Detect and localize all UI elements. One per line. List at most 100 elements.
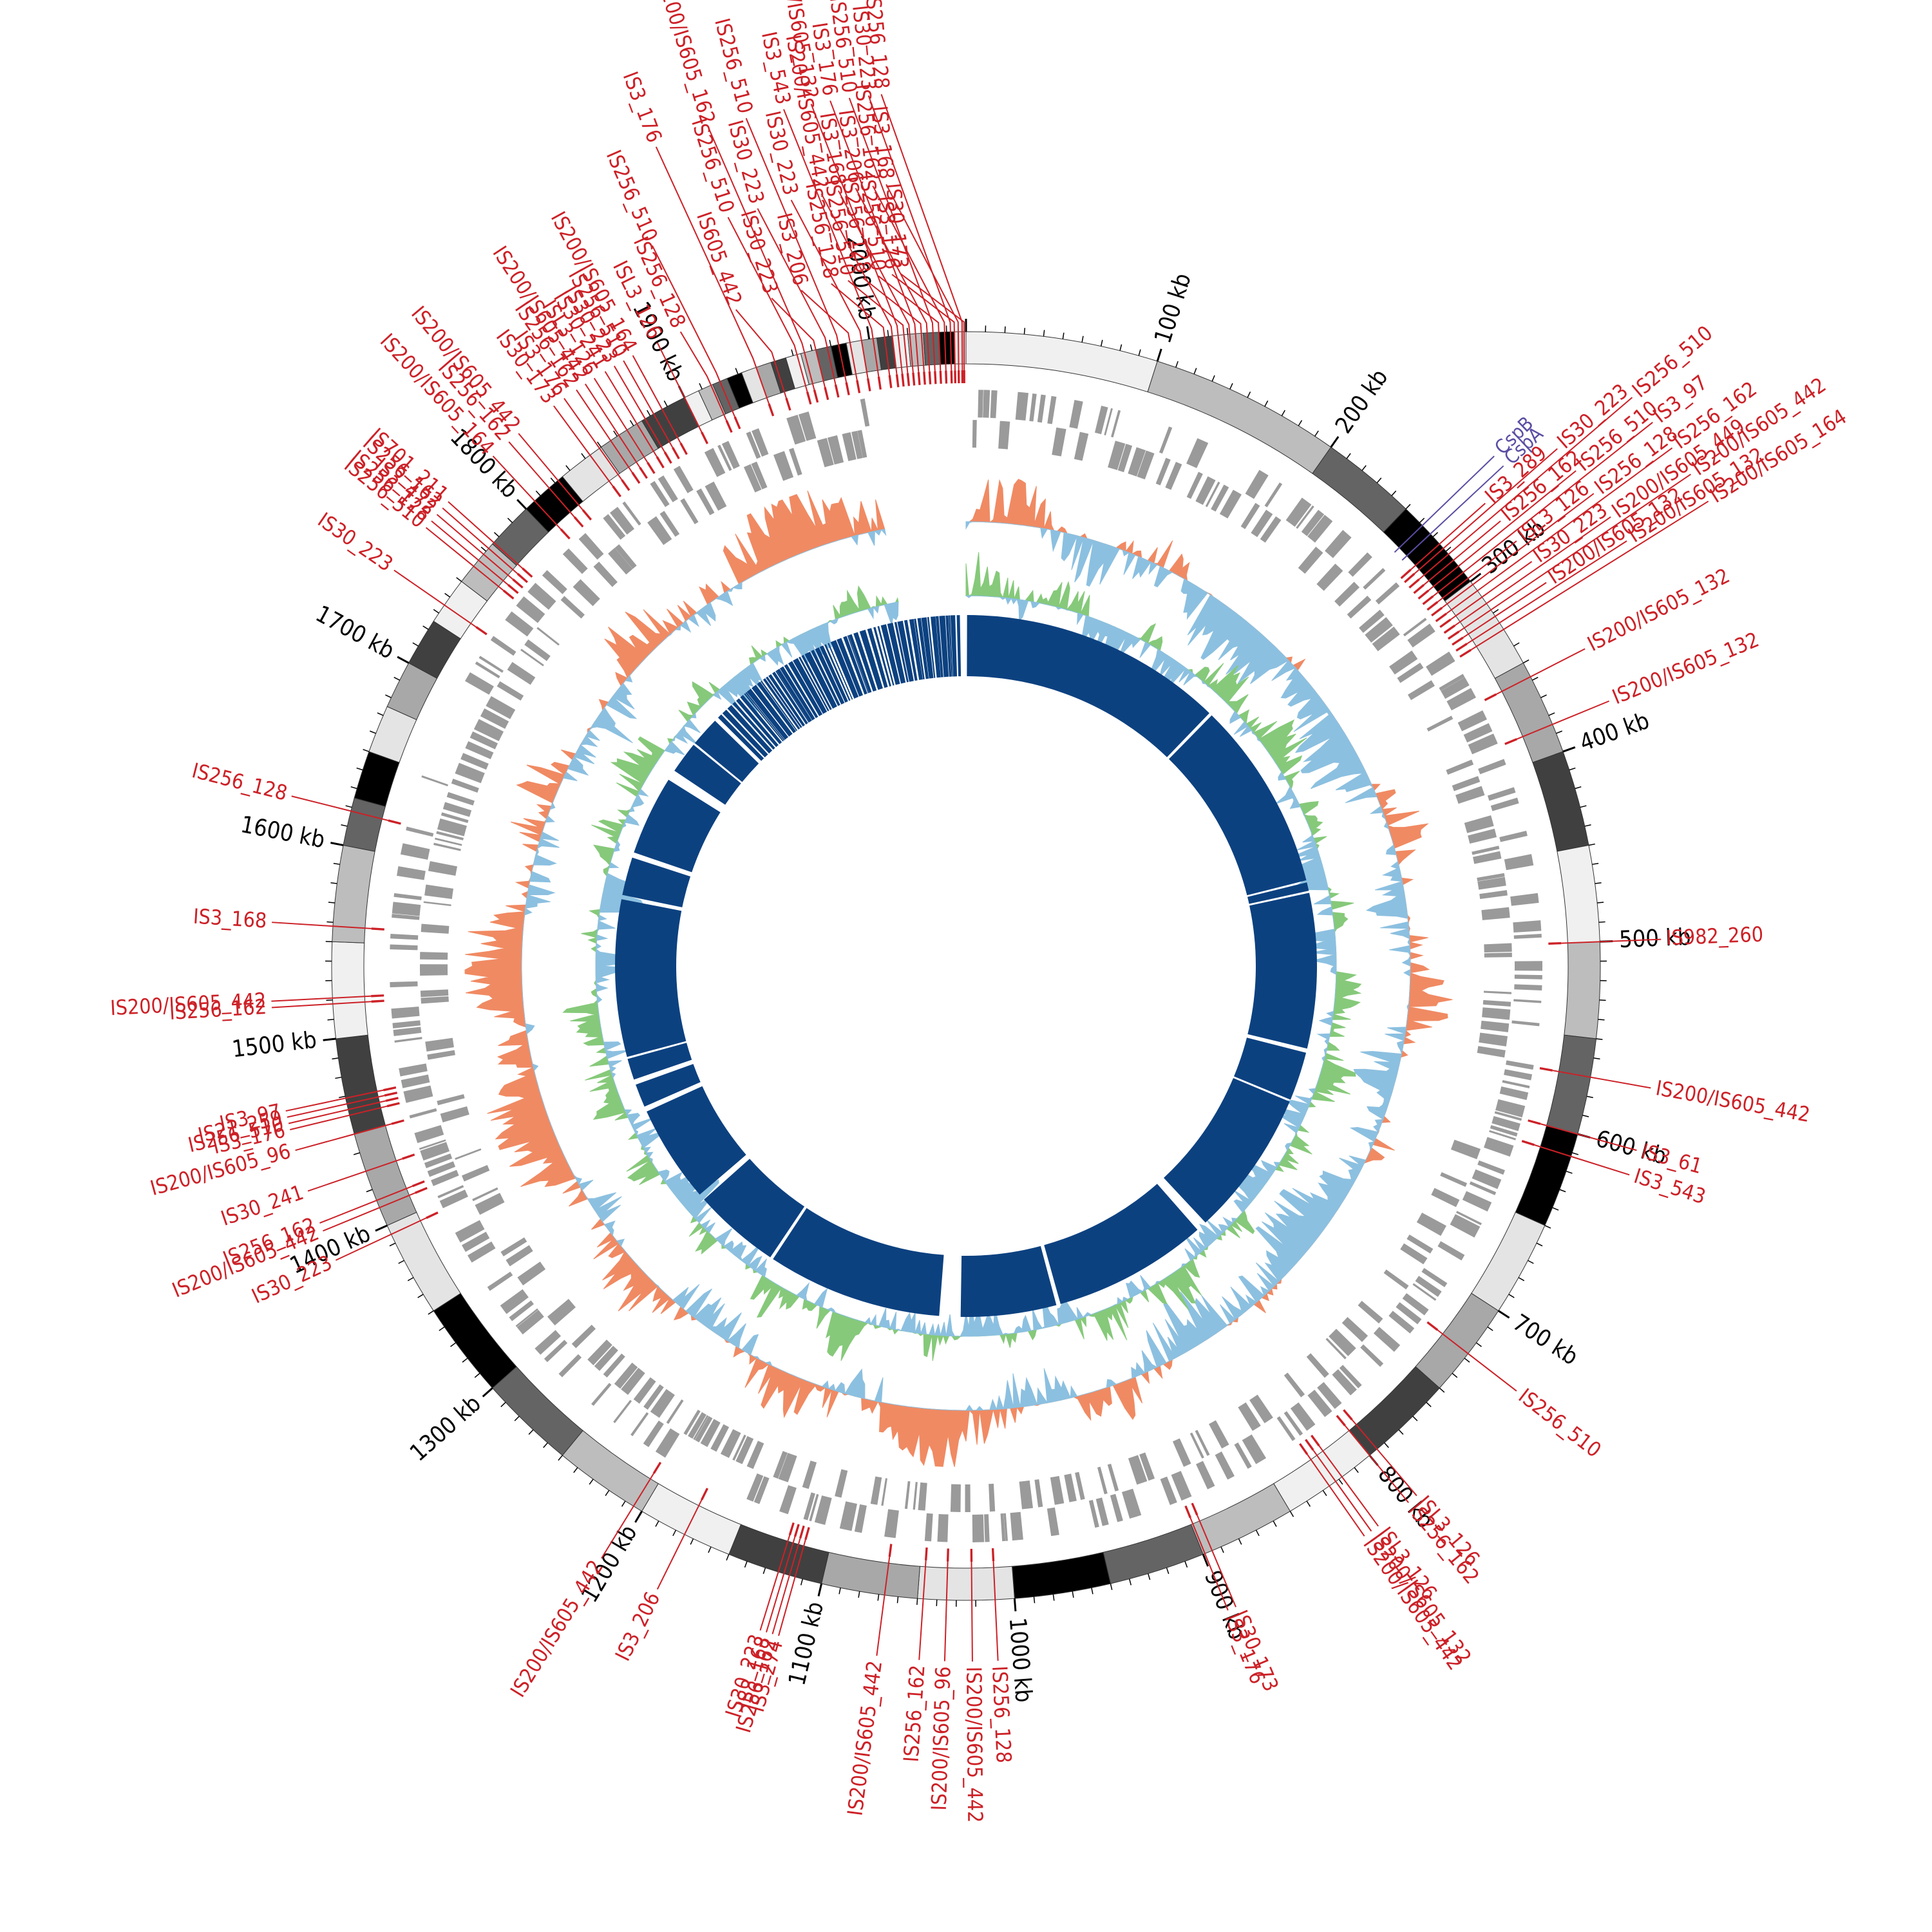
is-leader-line — [319, 1185, 413, 1224]
cds-feature — [937, 1513, 949, 1542]
cds-feature — [420, 952, 448, 960]
karyotype-segment — [1415, 1293, 1499, 1389]
scale-tick — [328, 902, 335, 904]
scale-tick — [335, 1076, 342, 1079]
is-element-label: IS200/IS605_96 — [927, 1666, 956, 1811]
scale-tick — [1229, 383, 1233, 390]
cds-feature — [1514, 974, 1542, 980]
is-leader-line — [880, 94, 963, 371]
cds-feature — [1479, 1032, 1508, 1046]
scale-tick — [535, 490, 541, 497]
scale-tick — [433, 609, 439, 614]
is-element-mark — [1435, 612, 1447, 623]
is-leader-line — [943, 1561, 949, 1662]
cds-feature — [461, 1231, 490, 1253]
cds-feature — [1329, 1329, 1356, 1356]
is-element-mark — [957, 370, 960, 384]
is-element-label: IS256_162 — [899, 1664, 930, 1763]
cds-feature — [515, 1308, 538, 1327]
cds-feature — [390, 944, 418, 951]
scale-tick — [1128, 1578, 1132, 1586]
scale-tick — [613, 430, 618, 437]
cds-feature — [655, 1428, 680, 1458]
is-element-mark — [1443, 624, 1455, 634]
is-element-mark — [1408, 578, 1420, 589]
is-element-mark — [384, 1092, 398, 1097]
cds-feature — [465, 741, 494, 759]
scale-tick — [1582, 1115, 1589, 1117]
cds-feature — [461, 1164, 490, 1182]
cds-feature — [1000, 1513, 1006, 1542]
cds-feature — [1437, 1241, 1465, 1261]
cds-feature — [1215, 1451, 1235, 1480]
cds-feature — [1502, 1080, 1530, 1088]
alignment-block — [704, 1159, 805, 1258]
karyotype-segment — [491, 1366, 583, 1456]
cds-feature — [1234, 1442, 1252, 1469]
scale-tick — [1592, 862, 1599, 865]
cds-feature — [608, 547, 633, 575]
is-element-label: IS200/IS605_162 — [651, 0, 720, 127]
scale-tick — [744, 1561, 748, 1568]
alignment-block — [762, 678, 800, 730]
cds-feature — [1317, 1382, 1342, 1409]
cds-feature — [854, 1504, 867, 1533]
is-element-mark — [652, 1461, 662, 1474]
is-element-mark — [573, 516, 584, 528]
is-element-mark — [631, 471, 641, 484]
cds-feature — [1482, 999, 1511, 1007]
is-element-mark — [806, 391, 812, 405]
scale-tick — [817, 1583, 823, 1596]
is-element-mark — [1521, 1140, 1535, 1146]
scale-tick — [1532, 677, 1539, 681]
cds-feature — [1446, 688, 1476, 711]
is-leader-line — [271, 1001, 372, 1009]
is-element-label: IS256_510 — [1514, 1383, 1606, 1462]
cds-feature — [1484, 943, 1512, 953]
scale-tick — [1559, 1189, 1566, 1193]
scale-tick — [412, 642, 419, 647]
karyotype-segment — [923, 332, 941, 366]
cds-feature — [435, 837, 462, 846]
cds-feature — [753, 1476, 770, 1504]
cds-feature — [1307, 515, 1333, 543]
alignment-block — [761, 680, 798, 732]
alignment-block — [775, 670, 810, 723]
cds-feature — [594, 1345, 618, 1371]
cds-feature — [1050, 1475, 1065, 1505]
scale-tick — [1475, 1342, 1482, 1347]
scale-tick — [1211, 375, 1215, 382]
is-leader-line — [867, 95, 952, 371]
cds-feature — [732, 1434, 746, 1461]
is-leader-line — [1351, 1419, 1417, 1497]
alignment-block — [824, 644, 851, 701]
is-element-mark — [866, 378, 871, 392]
cds-feature — [390, 981, 418, 988]
cds-feature — [1463, 723, 1493, 743]
is-element-mark — [912, 372, 916, 386]
cds-feature — [1211, 484, 1229, 512]
cds-feature — [500, 1289, 529, 1314]
alignment-block — [1234, 1037, 1307, 1100]
scale-tick — [333, 862, 340, 865]
cds-feature — [455, 1148, 482, 1160]
cds-feature — [562, 548, 588, 574]
cds-feature — [1094, 406, 1108, 435]
cds-feature — [1397, 663, 1424, 683]
is-element-mark — [507, 583, 519, 594]
cds-feature — [650, 480, 670, 507]
scale-tick — [906, 328, 909, 335]
scale-tick — [655, 1520, 659, 1527]
cds-feature — [414, 1124, 444, 1144]
alignment-block — [788, 661, 823, 716]
cds-feature — [603, 1353, 625, 1378]
scale-tick — [605, 1490, 610, 1496]
cds-feature — [614, 544, 637, 569]
karyotype-segment — [1471, 1211, 1546, 1312]
cds-feature — [658, 475, 678, 502]
cds-feature — [1186, 438, 1209, 468]
alignment-block — [859, 629, 883, 690]
cds-feature — [688, 1412, 706, 1439]
is-leader-line — [1441, 493, 1595, 609]
is-leader-line — [448, 501, 523, 569]
